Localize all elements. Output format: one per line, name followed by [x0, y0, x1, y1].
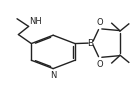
Text: B: B	[88, 39, 94, 48]
Text: O: O	[97, 18, 104, 27]
Text: NH: NH	[29, 17, 42, 26]
Text: N: N	[50, 71, 56, 80]
Text: O: O	[97, 60, 104, 69]
